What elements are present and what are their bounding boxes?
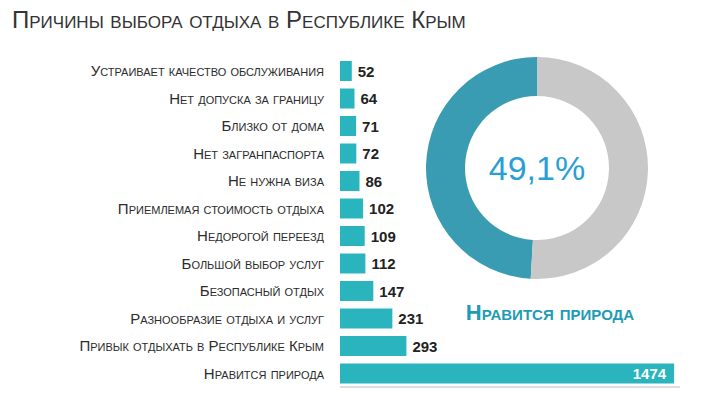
svg-text:293: 293 [412,338,437,355]
html-text:Причины выбора отдыха в Респуб: Причины выбора отдыха в Республике Крым [12,6,466,33]
svg-text:231: 231 [398,310,423,327]
svg-text:72: 72 [362,145,379,162]
svg-text:Приемлемая стоимость отдыха: Приемлемая стоимость отдыха [118,200,325,217]
svg-text:112: 112 [371,255,395,272]
html-text:Нравится природа: Нравится природа [465,300,635,325]
svg-text:Нет допуска за границу: Нет допуска за границу [169,90,325,107]
svg-text:86: 86 [365,173,382,190]
svg-text:52: 52 [358,63,375,80]
svg-text:71: 71 [362,118,379,135]
svg-text:Устраивает качество обслуживан: Устраивает качество обслуживания [91,62,324,79]
svg-text:147: 147 [379,283,404,300]
svg-text:Безопасный отдых: Безопасный отдых [200,282,325,299]
svg-text:109: 109 [371,228,396,245]
svg-text:Недорогой переезд: Недорогой переезд [197,227,324,244]
svg-text:Большой выбор услуг: Большой выбор услуг [182,255,324,272]
svg-text:Не нужна виза: Не нужна виза [228,172,325,189]
svg-text:Привык отдыхать в Республике К: Привык отдыхать в Республике Крым [79,337,324,354]
svg-text:49,1%: 49,1% [489,149,585,187]
svg-text:1474: 1474 [633,365,667,382]
svg-text:Нравится природа: Нравится природа [204,365,325,382]
svg-text:Нет загранпаспорта: Нет загранпаспорта [193,145,324,162]
svg-text:Разнообразие отдыха и услуг: Разнообразие отдыха и услуг [130,310,324,327]
svg-text:64: 64 [361,90,378,107]
svg-text:102: 102 [369,200,394,217]
svg-text:Близко от дома: Близко от дома [221,117,324,134]
